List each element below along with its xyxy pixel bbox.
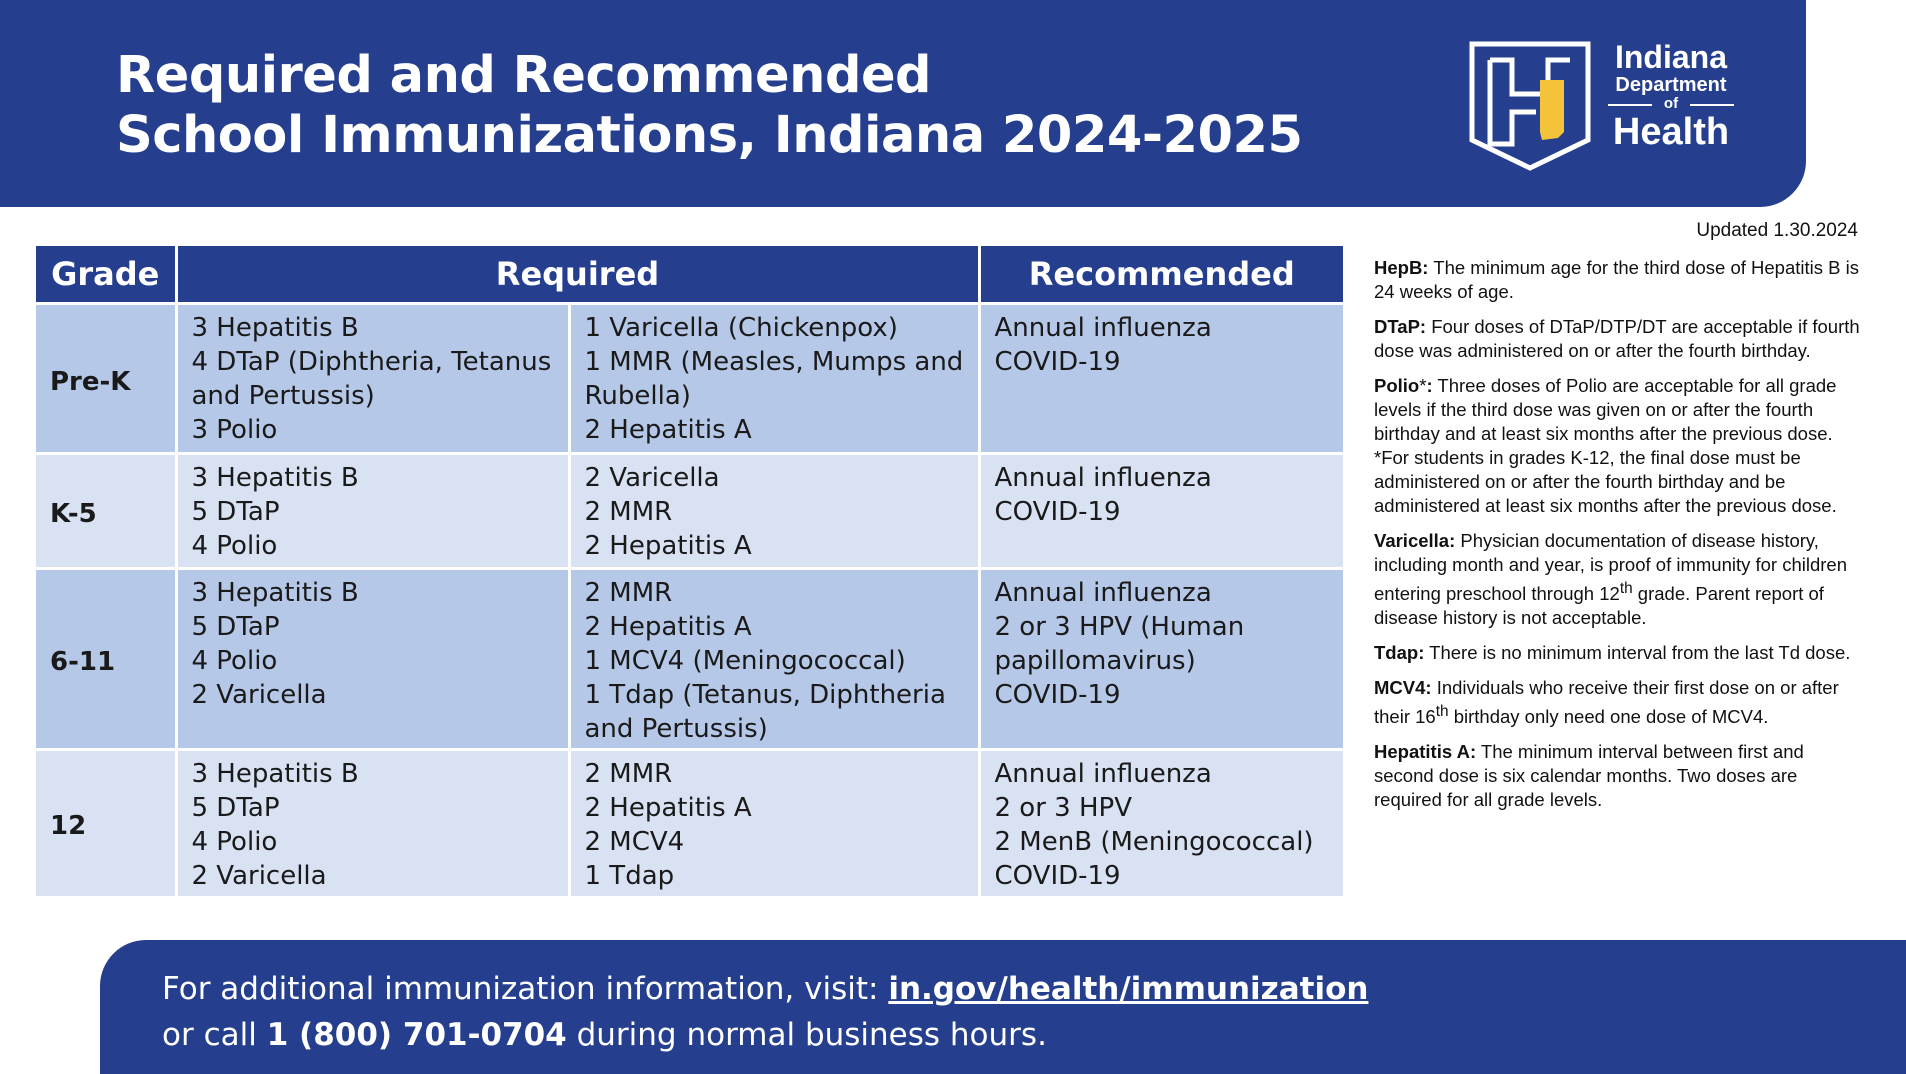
table-row: 12 3 Hepatitis B 5 DTaP 4 Polio 2 Varicella 2… bbox=[36, 748, 1343, 896]
vaccine-item: 3 Hepatitis B bbox=[191, 313, 359, 343]
vaccine-item: 2 MMR bbox=[584, 759, 673, 789]
logo-line-department: Department bbox=[1615, 74, 1727, 96]
vaccine-item: 4 Polio bbox=[191, 646, 278, 676]
vaccine-item: 5 DTaP bbox=[191, 793, 280, 823]
vaccine-item: Annual influenza bbox=[994, 578, 1212, 608]
vaccine-item: 4 DTaP (Diphtheria, Tetanus and Pertussi… bbox=[191, 347, 552, 411]
logo-line-indiana: Indiana bbox=[1614, 39, 1727, 75]
vaccine-item: 2 or 3 HPV (Human papillomavirus) bbox=[994, 612, 1245, 676]
vaccine-item: 2 Hepatitis A bbox=[584, 793, 752, 823]
table-row: K-5 3 Hepatitis B 5 DTaP 4 Polio 2 Varicella… bbox=[36, 452, 1343, 569]
vaccine-item: 1 Varicella (Chickenpox) bbox=[584, 313, 898, 343]
required-cell: 2 MMR 2 Hepatitis A 1 MCV4 (Meningococcal)… bbox=[567, 567, 979, 750]
table-row: Pre-K 3 Hepatitis B 4 DTaP (Diphtheria, Te… bbox=[36, 302, 1343, 454]
logo-line-health: Health bbox=[1612, 111, 1730, 153]
required-cell: 3 Hepatitis B 4 DTaP (Diphtheria, Tetanus… bbox=[174, 302, 569, 454]
vaccine-item: 2 MMR bbox=[584, 578, 673, 608]
note-varicella: Varicella: Physician documentation of di… bbox=[1374, 530, 1848, 629]
vaccine-item: COVID-19 bbox=[994, 861, 1121, 891]
vaccine-item: 2 Varicella bbox=[584, 463, 720, 493]
page-title: Required and Recommended School Immuniza… bbox=[116, 46, 1303, 166]
logo-line-of: of bbox=[1602, 96, 1740, 112]
vaccine-item: Annual influenza bbox=[994, 313, 1212, 343]
immunization-table: Grade Required Recommended Pre-K 3 Hepati… bbox=[36, 246, 1343, 896]
footer-banner: For additional immunization information,… bbox=[100, 940, 1906, 1074]
note-hepb: HepB: The minimum age for the third dose… bbox=[1374, 257, 1859, 302]
vaccine-item: 3 Hepatitis B bbox=[191, 759, 359, 789]
vaccine-item: 2 Hepatitis A bbox=[584, 531, 752, 561]
required-cell: 2 Varicella 2 MMR 2 Hepatitis A bbox=[567, 452, 979, 569]
vaccine-item: 2 MCV4 bbox=[584, 827, 685, 857]
idoh-logo: Indiana Department of Health bbox=[1468, 36, 1758, 176]
vaccine-item: COVID-19 bbox=[994, 497, 1121, 527]
footer-text: For additional immunization information,… bbox=[162, 971, 1369, 1053]
required-cell: 3 Hepatitis B 5 DTaP 4 Polio bbox=[174, 452, 569, 569]
header-banner: Required and Recommended School Immuniza… bbox=[0, 0, 1806, 207]
header-required: Required bbox=[174, 246, 979, 305]
vaccine-item: 3 Hepatitis B bbox=[191, 463, 359, 493]
grade-cell: K-5 bbox=[36, 452, 176, 569]
grade-cell: Pre-K bbox=[36, 302, 176, 454]
note-dtap: DTaP: Four doses of DTaP/DTP/DT are acce… bbox=[1374, 316, 1860, 361]
vaccine-item: Annual influenza bbox=[994, 759, 1212, 789]
vaccine-item: 1 MCV4 (Meningococcal) bbox=[584, 646, 906, 676]
grade-cell: 12 bbox=[36, 748, 176, 896]
header-recommended: Recommended bbox=[977, 246, 1343, 305]
vaccine-item: 3 Hepatitis B bbox=[191, 578, 359, 608]
required-cell: 1 Varicella (Chickenpox) 1 MMR (Measles, … bbox=[567, 302, 979, 454]
vaccine-item: 2 or 3 HPV bbox=[994, 793, 1133, 823]
phone-number: 1 (800) 701-0704 bbox=[266, 1017, 567, 1053]
vaccine-item: 1 Tdap bbox=[584, 861, 675, 891]
logo-wordmark: Indiana Department of Health bbox=[1602, 40, 1740, 152]
vaccine-item: COVID-19 bbox=[994, 347, 1121, 377]
title-line-2: School Immunizations, Indiana 2024-2025 bbox=[116, 106, 1303, 165]
vaccine-item: 4 Polio bbox=[191, 531, 278, 561]
vaccine-item: 4 Polio bbox=[191, 827, 278, 857]
vaccine-item: 2 MMR bbox=[584, 497, 673, 527]
vaccine-item: 5 DTaP bbox=[191, 612, 280, 642]
recommended-cell: Annual influenza 2 or 3 HPV 2 MenB (Mening… bbox=[977, 748, 1343, 896]
note-mcv4: MCV4: Individuals who receive their firs… bbox=[1374, 677, 1839, 728]
recommended-cell: Annual influenza 2 or 3 HPV (Human papill… bbox=[977, 567, 1343, 750]
vaccine-item: Annual influenza bbox=[994, 463, 1212, 493]
required-cell: 2 MMR 2 Hepatitis A 2 MCV4 1 Tdap bbox=[567, 748, 979, 896]
vaccine-item: 3 Polio bbox=[191, 415, 278, 445]
grade-cell: 6-11 bbox=[36, 567, 176, 750]
vaccine-item: 2 Varicella bbox=[191, 680, 327, 710]
note-hepatitis-a: Hepatitis A: The minimum interval betwee… bbox=[1374, 741, 1804, 811]
vaccine-item: 1 MMR (Measles, Mumps and Rubella) bbox=[584, 347, 964, 411]
note-polio: Polio*: Three doses of Polio are accepta… bbox=[1374, 375, 1837, 516]
recommended-cell: Annual influenza COVID-19 bbox=[977, 302, 1343, 454]
required-cell: 3 Hepatitis B 5 DTaP 4 Polio 2 Varicella bbox=[174, 567, 569, 750]
footnotes: HepB: The minimum age for the third dose… bbox=[1374, 256, 1864, 823]
header-grade: Grade bbox=[36, 246, 176, 305]
vaccine-item: 2 MenB (Meningococcal) bbox=[994, 827, 1314, 857]
table-header-row: Grade Required Recommended bbox=[36, 246, 1343, 305]
updated-date: Updated 1.30.2024 bbox=[1696, 220, 1858, 241]
vaccine-item: 5 DTaP bbox=[191, 497, 280, 527]
vaccine-item: COVID-19 bbox=[994, 680, 1121, 710]
vaccine-item: 1 Tdap (Tetanus, Diphtheria and Pertussi… bbox=[584, 680, 946, 744]
vaccine-item: 2 Hepatitis A bbox=[584, 612, 752, 642]
note-tdap: Tdap: There is no minimum interval from … bbox=[1374, 642, 1851, 664]
indiana-h-shield-icon bbox=[1469, 41, 1591, 171]
vaccine-item: 2 Varicella bbox=[191, 861, 327, 891]
immunization-link[interactable]: in.gov/health/immunization bbox=[888, 971, 1369, 1007]
required-cell: 3 Hepatitis B 5 DTaP 4 Polio 2 Varicella bbox=[174, 748, 569, 896]
table-row: 6-11 3 Hepatitis B 5 DTaP 4 Polio 2 Varicell… bbox=[36, 567, 1343, 750]
recommended-cell: Annual influenza COVID-19 bbox=[977, 452, 1343, 569]
title-line-1: Required and Recommended bbox=[116, 46, 932, 105]
vaccine-item: 2 Hepatitis A bbox=[584, 415, 752, 445]
